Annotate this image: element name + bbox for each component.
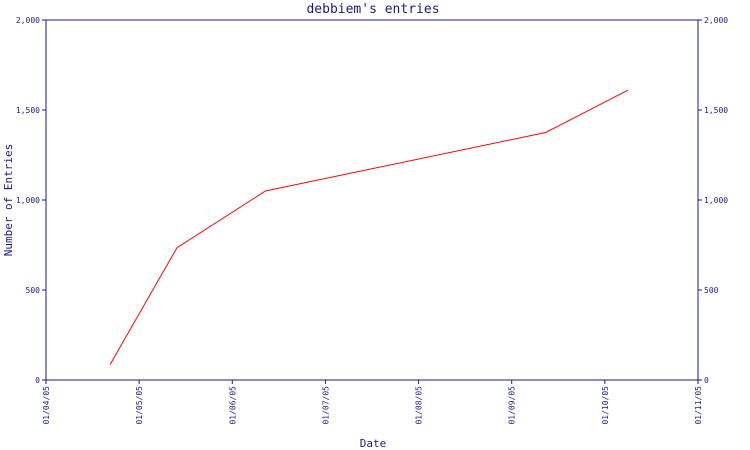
y-tick-label: 0 xyxy=(35,376,40,385)
y-tick-label: 1,500 xyxy=(16,106,40,115)
x-tick-label: 01/04/05 xyxy=(42,386,51,425)
y-tick-label-right: 2,000 xyxy=(704,16,728,25)
x-tick-label: 01/05/05 xyxy=(135,386,144,425)
x-tick-label: 01/09/05 xyxy=(508,386,517,425)
y-tick-label-right: 1,500 xyxy=(704,106,728,115)
x-axis-title: Date xyxy=(360,437,387,450)
series-line xyxy=(109,89,629,365)
chart-title: debbiem's entries xyxy=(306,2,439,17)
y-tick-label: 1,000 xyxy=(16,196,40,205)
y-tick-label-right: 500 xyxy=(704,286,719,295)
y-axis-title: Number of Entries xyxy=(2,144,15,257)
y-tick-label-right: 0 xyxy=(704,376,709,385)
x-tick-label: 01/07/05 xyxy=(321,386,330,425)
plot-area-frame xyxy=(45,19,699,381)
y-tick-label-right: 1,000 xyxy=(704,196,728,205)
y-tick-label: 2,000 xyxy=(16,16,40,25)
series-layer xyxy=(109,89,629,365)
x-tick-label: 01/08/05 xyxy=(415,386,424,425)
x-tick-label: 01/06/05 xyxy=(228,386,237,425)
y-axis-left: 0 500 1,000 1,500 2,000 xyxy=(16,16,46,385)
y-axis-right: 0 500 1,000 1,500 2,000 xyxy=(698,16,728,385)
x-axis: 01/04/05 01/05/05 01/06/05 01/07/05 01/08/05… xyxy=(42,380,703,425)
y-tick-label: 500 xyxy=(26,286,41,295)
x-tick-label: 01/10/05 xyxy=(601,386,610,425)
x-tick-label: 01/11/05 xyxy=(694,386,703,425)
